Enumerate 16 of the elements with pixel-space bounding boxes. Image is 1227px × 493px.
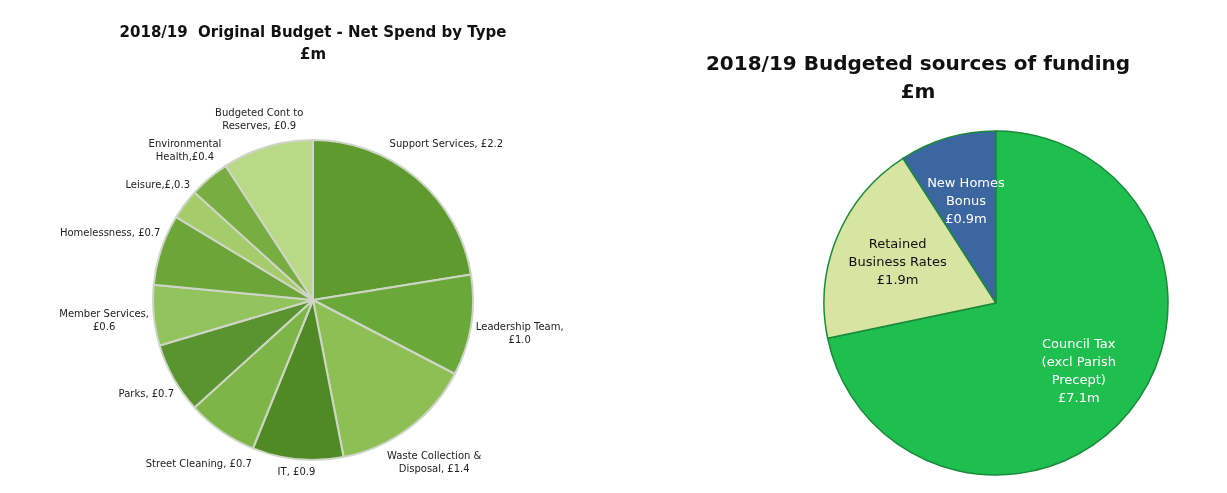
slice-label: Member Services, £0.6 <box>59 308 149 333</box>
slice-label: Council Tax (excl Parish Precept) £7.1m <box>1041 335 1116 405</box>
slice-label: Support Services, £2.2 <box>389 137 504 149</box>
slice-label: Leisure,£,0.3 <box>125 178 190 190</box>
slice-label: Homelessness, £0.7 <box>59 227 161 239</box>
slice-label: IT, £0.9 <box>277 465 316 477</box>
slice-label: Retained Business Rates £1.9m <box>848 236 947 288</box>
slice-label: Leadership Team, £1.0 <box>475 321 564 346</box>
chart-title: 2018/19 Budgeted sources of funding £m <box>705 51 1131 103</box>
slice-label: Budgeted Cont to Reserves, £0.9 <box>215 106 304 131</box>
slice-label: Environmental Health,£0.4 <box>148 137 222 162</box>
chart-title: 2018/19 Original Budget - Net Spend by Type £m <box>119 23 507 63</box>
slice-label: Parks, £0.7 <box>118 388 174 400</box>
slice-label: Waste Collection & Disposal, £1.4 <box>387 450 482 475</box>
slice-label: Street Cleaning, £0.7 <box>145 458 252 470</box>
slice-label: New Homes Bonus £0.9m <box>927 175 1006 227</box>
